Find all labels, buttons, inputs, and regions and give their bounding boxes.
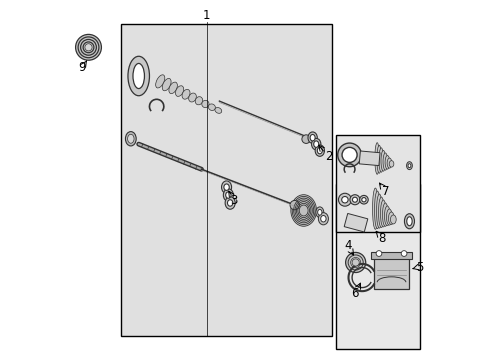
- Text: 9: 9: [78, 61, 85, 74]
- Circle shape: [289, 201, 299, 210]
- Ellipse shape: [315, 207, 323, 218]
- Ellipse shape: [214, 108, 221, 113]
- Text: 1: 1: [203, 9, 210, 22]
- Ellipse shape: [162, 78, 171, 91]
- Ellipse shape: [317, 147, 322, 154]
- Text: 5: 5: [415, 261, 422, 274]
- Circle shape: [361, 198, 366, 202]
- Ellipse shape: [386, 158, 391, 168]
- Ellipse shape: [385, 156, 389, 169]
- Ellipse shape: [376, 145, 381, 173]
- Text: 6: 6: [350, 287, 358, 300]
- Ellipse shape: [406, 162, 411, 170]
- Circle shape: [76, 35, 101, 60]
- Ellipse shape: [314, 145, 324, 156]
- Ellipse shape: [224, 184, 229, 190]
- Circle shape: [400, 251, 406, 256]
- Circle shape: [83, 42, 94, 53]
- Ellipse shape: [195, 97, 202, 105]
- Circle shape: [341, 147, 356, 162]
- Circle shape: [341, 197, 347, 203]
- Bar: [335, 135, 419, 232]
- Ellipse shape: [202, 100, 208, 108]
- Bar: [370, 252, 411, 259]
- Ellipse shape: [127, 134, 134, 143]
- Ellipse shape: [389, 215, 395, 224]
- Ellipse shape: [320, 216, 325, 222]
- Ellipse shape: [386, 209, 391, 225]
- Circle shape: [85, 44, 92, 51]
- Ellipse shape: [227, 200, 232, 206]
- Text: 3: 3: [229, 194, 237, 207]
- Ellipse shape: [374, 143, 379, 174]
- Ellipse shape: [208, 104, 215, 111]
- Ellipse shape: [380, 200, 386, 227]
- Ellipse shape: [309, 134, 314, 141]
- Bar: [344, 213, 367, 232]
- Ellipse shape: [404, 214, 414, 229]
- Ellipse shape: [125, 132, 136, 146]
- Circle shape: [337, 143, 361, 167]
- Ellipse shape: [378, 148, 383, 172]
- Ellipse shape: [223, 189, 233, 201]
- Ellipse shape: [317, 210, 321, 215]
- Ellipse shape: [182, 89, 190, 99]
- Ellipse shape: [388, 161, 393, 167]
- Ellipse shape: [175, 86, 183, 96]
- Ellipse shape: [221, 181, 231, 193]
- Ellipse shape: [372, 188, 378, 229]
- Ellipse shape: [382, 153, 387, 170]
- Ellipse shape: [384, 206, 389, 226]
- Ellipse shape: [188, 93, 196, 102]
- Ellipse shape: [128, 56, 149, 96]
- Ellipse shape: [307, 132, 317, 143]
- Ellipse shape: [224, 197, 235, 209]
- Circle shape: [359, 195, 367, 204]
- Ellipse shape: [313, 141, 318, 147]
- Text: 4: 4: [344, 239, 351, 252]
- Ellipse shape: [387, 212, 393, 225]
- Ellipse shape: [406, 217, 411, 226]
- Circle shape: [349, 195, 359, 205]
- Ellipse shape: [155, 75, 164, 88]
- Circle shape: [375, 251, 381, 256]
- Circle shape: [345, 252, 365, 273]
- Circle shape: [338, 193, 351, 206]
- Ellipse shape: [290, 195, 316, 226]
- Bar: [373, 255, 408, 289]
- Ellipse shape: [225, 192, 230, 198]
- Text: 2: 2: [325, 150, 332, 163]
- Circle shape: [352, 197, 357, 202]
- Bar: [335, 184, 419, 348]
- Ellipse shape: [311, 138, 320, 150]
- Ellipse shape: [376, 194, 382, 228]
- Bar: [121, 24, 332, 336]
- Ellipse shape: [380, 150, 385, 171]
- Ellipse shape: [318, 213, 328, 225]
- Text: 8: 8: [377, 232, 385, 245]
- Ellipse shape: [133, 63, 144, 89]
- Text: 7: 7: [381, 185, 388, 198]
- Ellipse shape: [382, 203, 387, 226]
- Circle shape: [301, 135, 310, 143]
- Ellipse shape: [168, 82, 177, 94]
- Ellipse shape: [378, 197, 384, 228]
- Circle shape: [351, 259, 359, 266]
- Bar: [359, 151, 379, 166]
- Ellipse shape: [374, 191, 380, 229]
- Ellipse shape: [407, 164, 410, 168]
